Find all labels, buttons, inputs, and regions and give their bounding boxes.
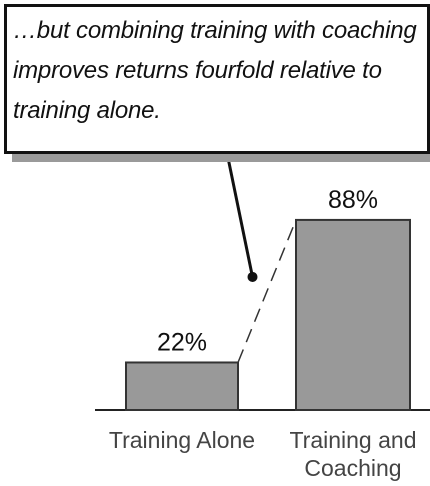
category-label: Training and Coaching [289, 427, 417, 481]
bar [125, 361, 239, 412]
value-label: 22% [157, 328, 207, 356]
annotation: …but combining training with coaching im… [13, 17, 417, 124]
callout-box: …but combining training with coaching im… [4, 4, 430, 154]
pointer [224, 147, 254, 278]
category-label: Training Alone [108, 427, 256, 453]
pointer-dot [247, 271, 258, 282]
bar [295, 218, 411, 411]
connector [237, 219, 297, 363]
value-label: 88% [328, 186, 378, 214]
